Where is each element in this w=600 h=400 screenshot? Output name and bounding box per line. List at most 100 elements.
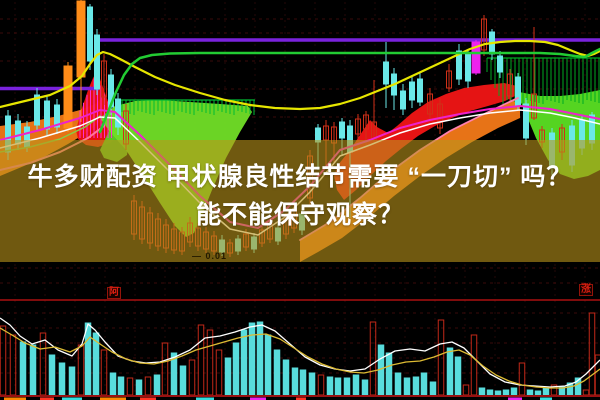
volume-bar: [361, 379, 369, 396]
volume-bar: [588, 312, 596, 396]
legend-speck: [250, 397, 266, 400]
volume-bar: [462, 384, 470, 396]
volume-bar: [486, 389, 494, 396]
candle-body: [383, 61, 389, 85]
candle-body: [446, 70, 452, 89]
vol-white-ma: [0, 317, 600, 388]
volume-bar: [188, 359, 196, 396]
headline-line-2: 能不能保守观察？: [195, 201, 404, 229]
candle-body: [465, 53, 471, 82]
candle-body: [417, 78, 423, 103]
volume-bar: [326, 376, 334, 396]
candle-body: [456, 50, 462, 80]
watermark-seal-right: 涨: [579, 284, 593, 296]
volume-bar: [206, 329, 214, 396]
yellow-ma: [0, 39, 600, 111]
volume-bar: [343, 377, 351, 396]
volume-bar: [68, 366, 76, 396]
green-ma: [98, 47, 600, 134]
volume-bar: [334, 377, 342, 396]
volume-bar: [264, 334, 272, 396]
volume-bar: [161, 342, 169, 396]
volume-bar: [478, 387, 486, 396]
candle-body: [437, 103, 443, 129]
volume-bar: [248, 322, 256, 396]
candle-body: [515, 76, 521, 106]
volume-bar: [144, 376, 152, 396]
candle-body: [101, 60, 107, 98]
volume-bar: [84, 322, 92, 396]
volume-bar: [197, 324, 205, 396]
volume-bar: [582, 389, 590, 396]
candle-body: [54, 104, 60, 128]
volume-bar: [232, 342, 240, 396]
candle-body: [481, 18, 487, 51]
volume-bar: [135, 379, 143, 396]
volume-bar: [0, 325, 7, 396]
volume-bar: [454, 356, 462, 396]
candle-body: [427, 93, 433, 115]
volume-bar: [29, 344, 37, 396]
volume-bar: [126, 377, 134, 396]
candle-body: [531, 93, 537, 119]
volume-bar: [256, 321, 264, 396]
cutoff-legend-specks: [4, 397, 552, 400]
candle-body: [507, 73, 513, 97]
candle-body: [409, 81, 415, 101]
candle-body: [589, 114, 595, 144]
legend-speck: [508, 397, 522, 400]
candle-body: [87, 6, 93, 62]
volume-bar: [446, 347, 454, 396]
legend-speck: [100, 397, 126, 400]
volume-bar: [403, 377, 411, 396]
volume-bar: [240, 329, 248, 396]
volume-bar: [526, 389, 534, 396]
legend-speck: [62, 397, 82, 400]
volume-bar: [282, 359, 290, 396]
legend-speck: [140, 397, 156, 400]
volume-bar: [510, 387, 518, 396]
candle-body: [94, 34, 100, 90]
volume-bar: [534, 390, 542, 396]
volume-bar: [109, 372, 117, 396]
legend-speck: [540, 397, 552, 400]
scale-label: — 0.01: [192, 251, 228, 261]
volume-threshold-lines: [0, 299, 600, 397]
watermark-seal-left: 阿: [107, 287, 121, 299]
legend-speck: [196, 397, 214, 400]
candle-body: [339, 121, 345, 139]
volume-bar: [308, 372, 316, 396]
volume-bar: [317, 374, 325, 396]
candle-body: [363, 114, 369, 130]
headline-banner: 牛多财配资 甲状腺良性结节需要 “一刀切” 吗？ 能不能保守观察？ — 0.01: [0, 140, 600, 262]
vol-yellow-ma: [0, 327, 600, 389]
volume-bar: [352, 374, 360, 396]
volume-bar: [58, 362, 66, 396]
volume-bar: [291, 367, 299, 396]
volume-bars: [0, 312, 600, 396]
candle-body: [76, 0, 86, 78]
volume-bar: [299, 369, 307, 396]
volume-bar: [429, 381, 437, 396]
volume-bar: [518, 362, 526, 396]
candle-body: [44, 100, 50, 130]
candle-body: [471, 41, 481, 74]
volume-bar: [542, 387, 550, 396]
volume-bar: [77, 344, 85, 396]
candle-body: [523, 103, 529, 139]
volume-bar: [385, 352, 393, 396]
volume-bar: [502, 389, 510, 396]
legend-speck: [296, 397, 306, 400]
legend-speck: [40, 397, 54, 400]
volume-bar: [179, 365, 187, 396]
volume-bar: [153, 374, 161, 396]
volume-bar: [420, 372, 428, 396]
volume-ma-lines: [0, 317, 600, 389]
candle-body: [355, 118, 361, 135]
candle-body: [400, 90, 406, 110]
volume-bar: [412, 376, 420, 396]
candle-body: [63, 65, 73, 129]
volume-bar: [117, 376, 125, 396]
volume-bar: [48, 354, 56, 396]
